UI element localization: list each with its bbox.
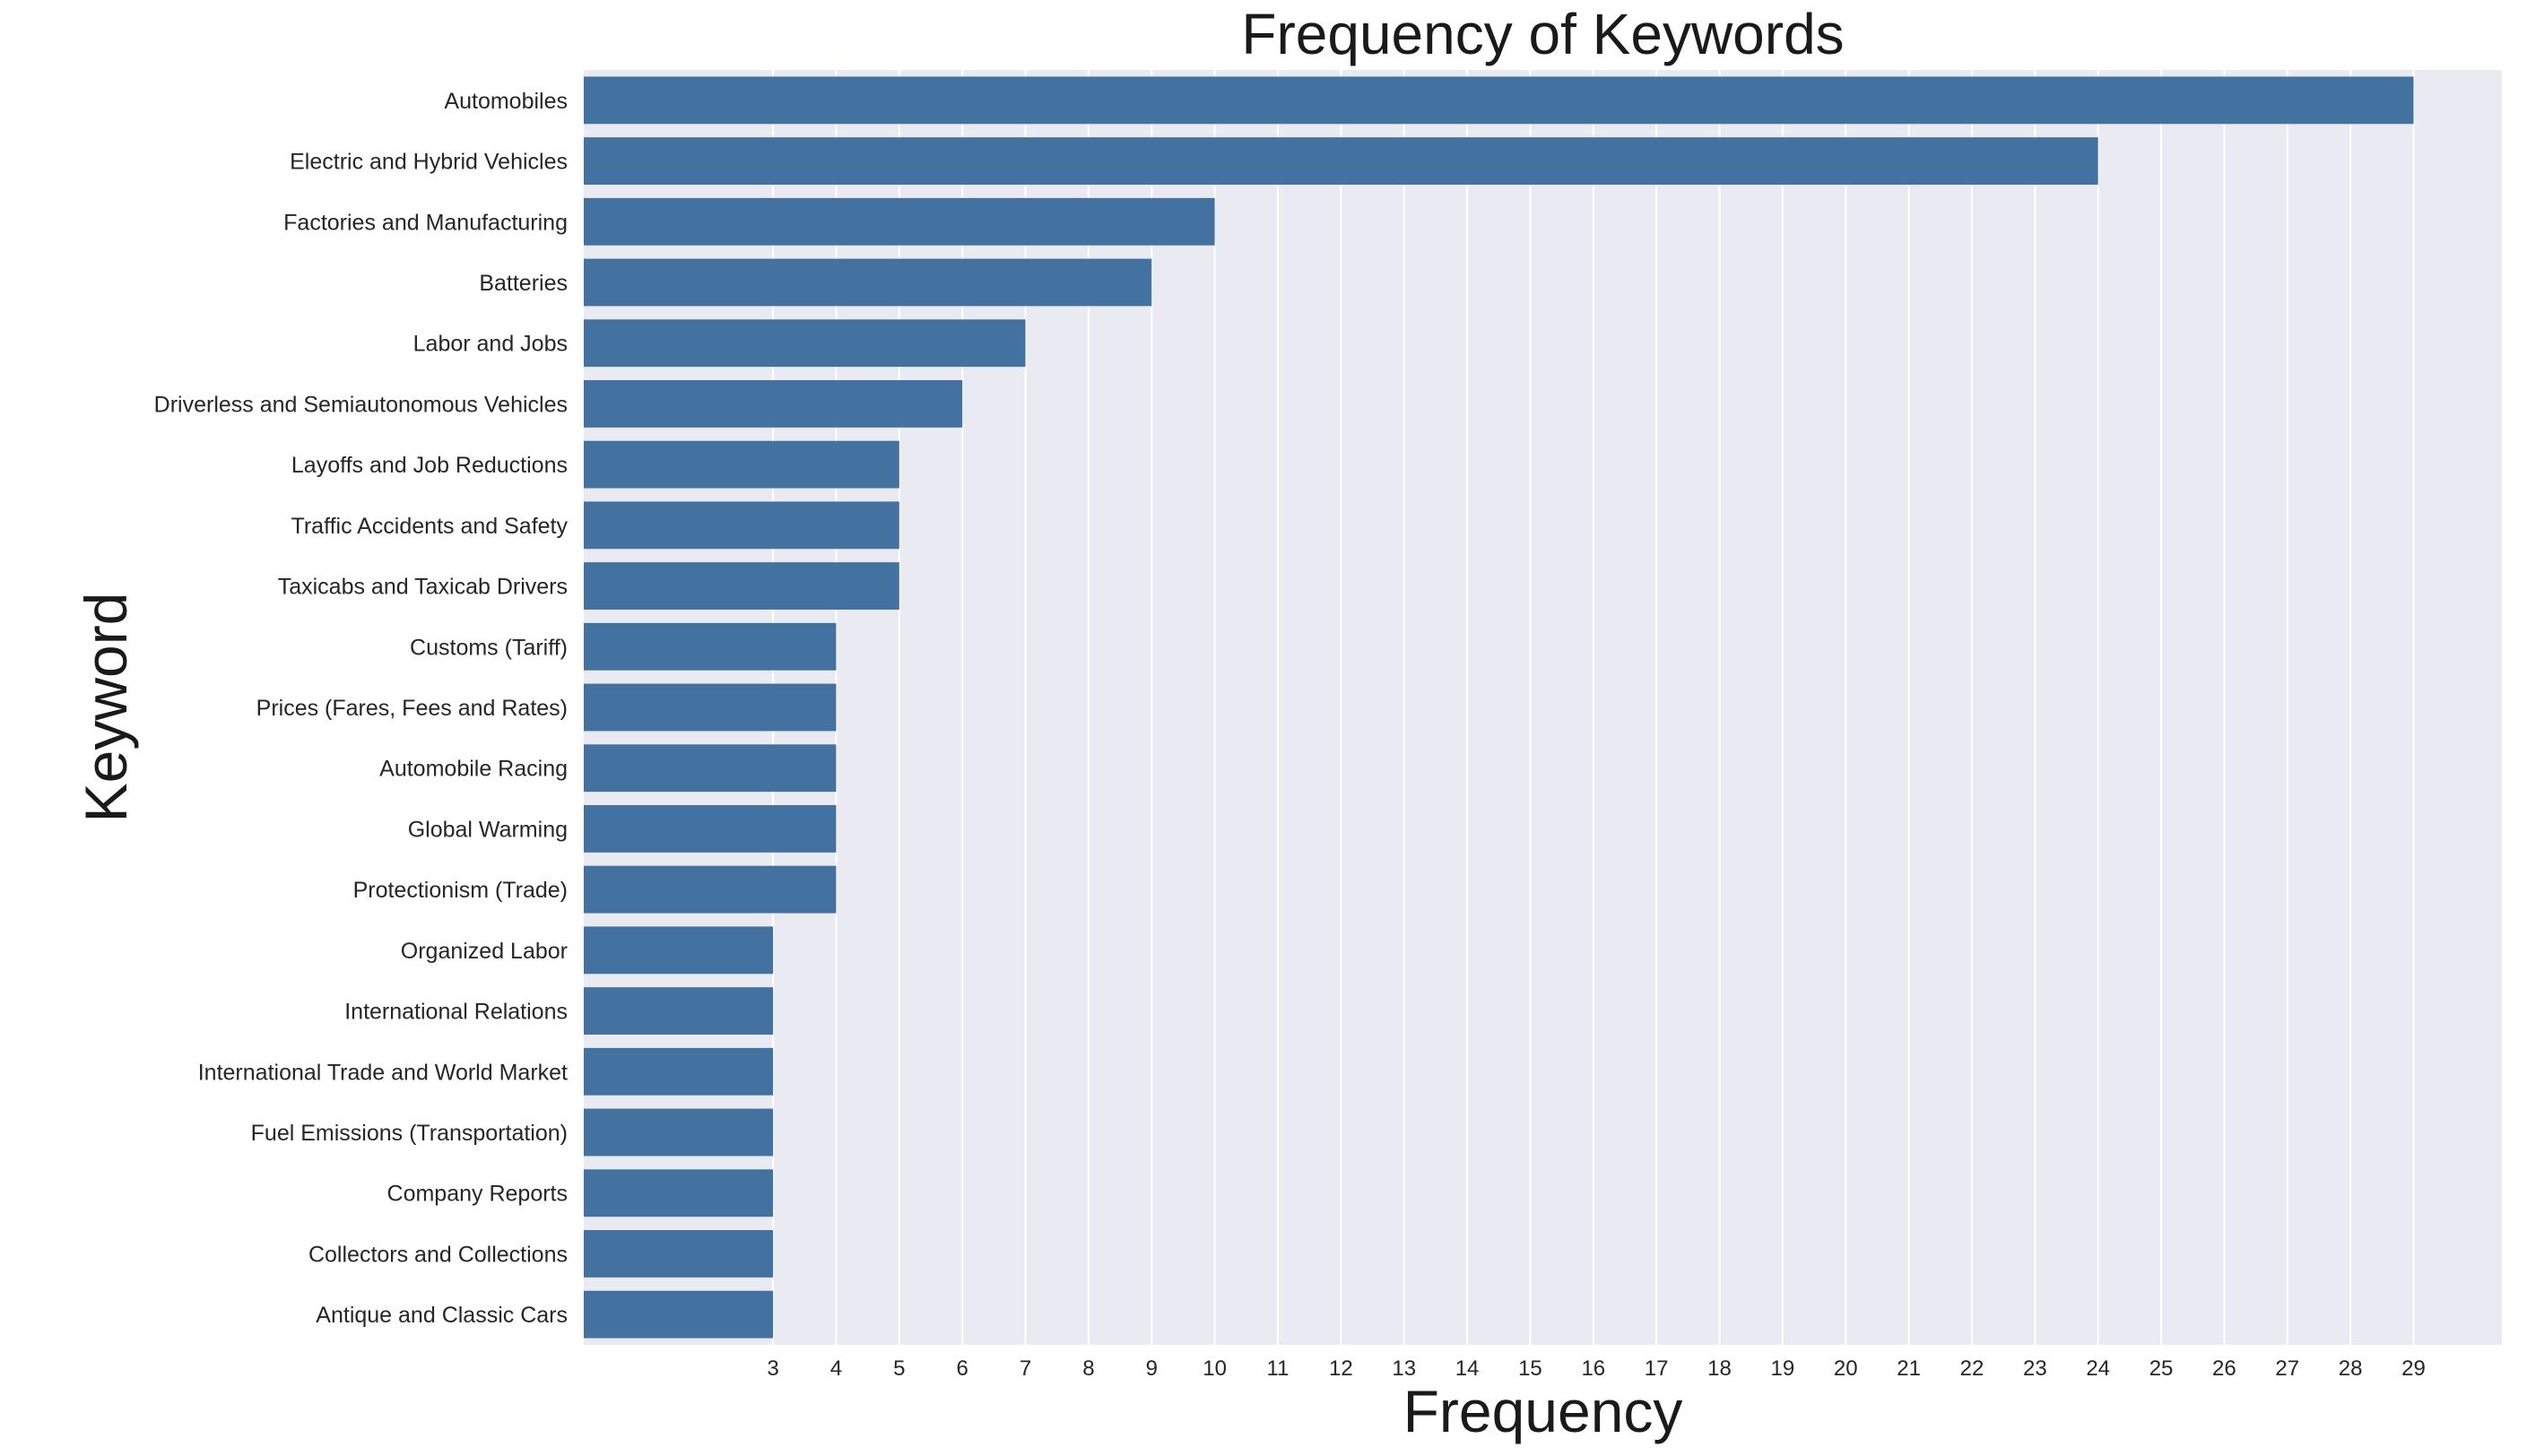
bar xyxy=(584,440,899,489)
bar xyxy=(584,1047,774,1096)
bar xyxy=(584,1230,774,1278)
x-tick-label: 25 xyxy=(2149,1356,2174,1381)
bars xyxy=(584,76,2414,1339)
category-label: Antique and Classic Cars xyxy=(316,1303,568,1328)
bar xyxy=(584,562,899,610)
x-tick-label: 6 xyxy=(956,1356,968,1381)
category-label: Customs (Tariff) xyxy=(410,635,568,660)
x-tick-label: 4 xyxy=(830,1356,842,1381)
x-tick-label: 8 xyxy=(1082,1356,1094,1381)
x-tick-label: 29 xyxy=(2401,1356,2426,1381)
x-axis-label: Frequency xyxy=(1403,1378,1683,1444)
bar xyxy=(584,1169,774,1218)
category-labels: Automobiles Electric and Hybrid Vehicles F… xyxy=(154,89,569,1328)
x-tick-label: 27 xyxy=(2275,1356,2299,1381)
x-tick-label: 22 xyxy=(1960,1356,1984,1381)
bar xyxy=(584,380,963,428)
bar xyxy=(584,987,774,1035)
bar xyxy=(584,622,837,671)
category-label: Traffic Accidents and Safety xyxy=(291,514,569,539)
x-tick-label: 5 xyxy=(893,1356,905,1381)
x-tick-label: 20 xyxy=(1834,1356,1858,1381)
bar xyxy=(584,197,1215,246)
category-label: Global Warming xyxy=(408,817,568,842)
bar xyxy=(584,1290,774,1339)
x-tick-label: 17 xyxy=(1645,1356,1669,1381)
category-label: Automobiles xyxy=(444,89,568,114)
bar xyxy=(584,501,899,550)
bar xyxy=(584,1108,774,1157)
x-tick-label: 23 xyxy=(2023,1356,2047,1381)
x-tick-label: 12 xyxy=(1329,1356,1353,1381)
category-label: Organized Labor xyxy=(401,939,568,964)
y-axis-label: Keyword xyxy=(73,593,139,823)
category-label: Collectors and Collections xyxy=(308,1242,568,1267)
category-label: Layoffs and Job Reductions xyxy=(291,453,568,478)
x-tick-label: 13 xyxy=(1392,1356,1416,1381)
x-tick-label: 14 xyxy=(1455,1356,1480,1381)
category-label: Labor and Jobs xyxy=(413,332,568,357)
x-tick-label: 26 xyxy=(2212,1356,2236,1381)
bar xyxy=(584,805,837,853)
bar xyxy=(584,319,1026,368)
category-label: Taxicabs and Taxicab Drivers xyxy=(278,575,568,600)
x-tick-label: 19 xyxy=(1771,1356,1795,1381)
category-label: Protectionism (Trade) xyxy=(353,878,568,903)
bar xyxy=(584,137,2098,185)
category-label: Batteries xyxy=(479,271,568,296)
x-tick-label: 21 xyxy=(1897,1356,1921,1381)
chart-title: Frequency of Keywords xyxy=(1241,2,1844,66)
x-tick-label: 24 xyxy=(2086,1356,2110,1381)
x-tick-label: 28 xyxy=(2339,1356,2363,1381)
category-label: International Trade and World Market xyxy=(198,1060,568,1085)
bar xyxy=(584,683,837,732)
category-label: Electric and Hybrid Vehicles xyxy=(290,150,568,175)
x-tick-label: 10 xyxy=(1203,1356,1227,1381)
x-tick-label: 11 xyxy=(1267,1356,1290,1381)
category-label: Prices (Fares, Fees and Rates) xyxy=(256,696,568,721)
bar xyxy=(584,926,774,975)
x-tick-label: 3 xyxy=(767,1356,778,1381)
bar xyxy=(584,76,2414,125)
bar xyxy=(584,744,837,793)
x-tick-label: 15 xyxy=(1518,1356,1542,1381)
x-tick-labels: 3 4 5 6 7 8 9 10 11 12 13 14 15 16 17 18 19 20 21 22 23 24 25 2… xyxy=(767,1356,2425,1381)
x-tick-label: 9 xyxy=(1146,1356,1158,1381)
category-label: International Relations xyxy=(344,1000,568,1025)
category-label: Automobile Racing xyxy=(379,757,568,782)
category-label: Company Reports xyxy=(387,1182,568,1207)
x-tick-label: 16 xyxy=(1581,1356,1605,1381)
category-label: Factories and Manufacturing xyxy=(283,210,568,235)
x-tick-label: 7 xyxy=(1020,1356,1031,1381)
category-label: Driverless and Semiautonomous Vehicles xyxy=(154,392,568,417)
x-tick-label: 18 xyxy=(1707,1356,1732,1381)
category-label: Fuel Emissions (Transportation) xyxy=(251,1121,568,1146)
bar xyxy=(584,258,1152,307)
bar xyxy=(584,865,837,914)
